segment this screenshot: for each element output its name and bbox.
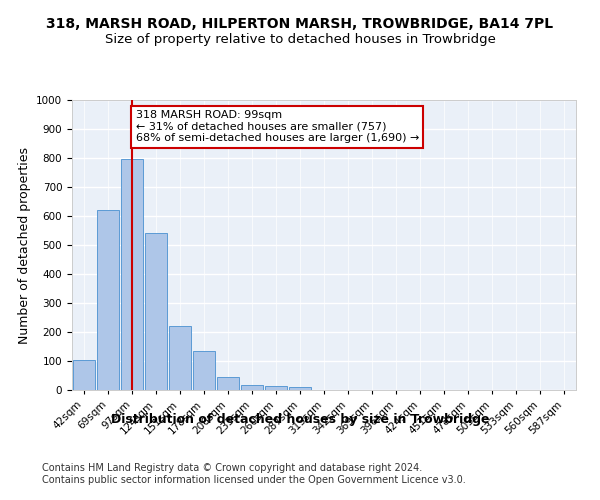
Text: 318, MARSH ROAD, HILPERTON MARSH, TROWBRIDGE, BA14 7PL: 318, MARSH ROAD, HILPERTON MARSH, TROWBR… [46, 18, 554, 32]
Text: Distribution of detached houses by size in Trowbridge: Distribution of detached houses by size … [111, 412, 489, 426]
Bar [193, 351, 215, 390]
Bar [241, 385, 263, 390]
Bar [97, 210, 119, 390]
Bar [169, 326, 191, 390]
Y-axis label: Number of detached properties: Number of detached properties [17, 146, 31, 344]
Bar [145, 234, 167, 390]
Text: Size of property relative to detached houses in Trowbridge: Size of property relative to detached ho… [104, 32, 496, 46]
Bar [265, 386, 287, 390]
Bar [121, 160, 143, 390]
Bar [73, 360, 95, 390]
Bar [217, 377, 239, 390]
Bar [289, 387, 311, 390]
Text: Contains HM Land Registry data © Crown copyright and database right 2024.
Contai: Contains HM Land Registry data © Crown c… [42, 464, 466, 485]
Text: 318 MARSH ROAD: 99sqm
← 31% of detached houses are smaller (757)
68% of semi-det: 318 MARSH ROAD: 99sqm ← 31% of detached … [136, 110, 419, 144]
